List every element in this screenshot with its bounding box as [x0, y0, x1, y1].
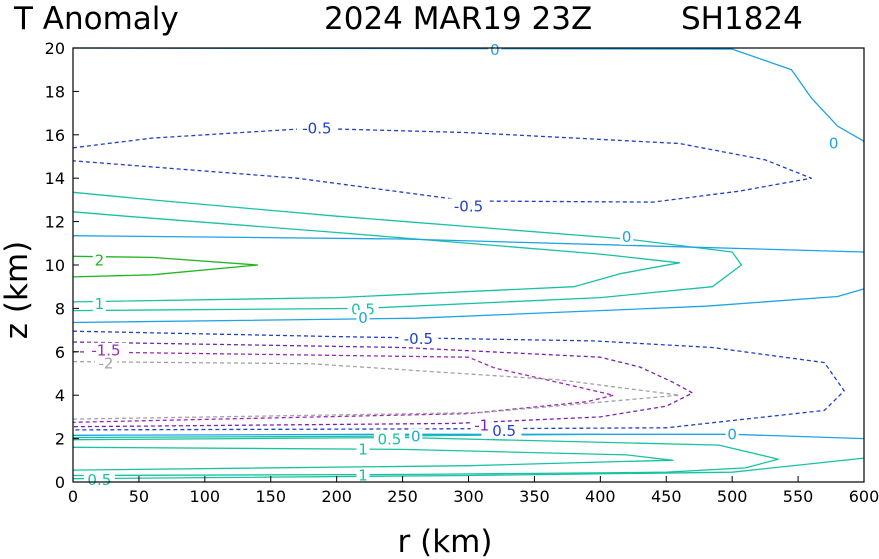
contour-tm05-upper: [72, 127, 812, 203]
contour-label-bg: [827, 135, 841, 152]
contour-label-bg: [470, 417, 493, 434]
contour-label-bg: [347, 301, 379, 318]
contour-label-bg: [488, 42, 502, 59]
contour-label-bg: [356, 441, 370, 458]
x-tick-label: 250: [387, 487, 418, 506]
contour-tm1: [72, 341, 694, 428]
contour-label: 0: [727, 425, 737, 443]
contour-t0-top: [72, 47, 865, 142]
x-tick-label: 100: [190, 487, 221, 506]
y-tick-label: 14: [45, 169, 65, 188]
y-tick-label: 4: [55, 386, 65, 405]
contour-label: -0.5: [404, 330, 433, 348]
contour-label: 0: [490, 41, 500, 59]
chart-title-storm: SH1824: [681, 1, 803, 37]
contour-label: 1: [358, 440, 368, 458]
x-axis-ticks: 0 50 100 150 200 250 300 350 400 450 500 550 600: [68, 476, 879, 506]
contour-t2: [72, 255, 259, 278]
y-tick-label: 2: [55, 430, 65, 449]
contour-label-bg: [92, 252, 106, 269]
contour-label-bg: [296, 120, 337, 137]
y-axis-ticks: 0 2 4 6 8 10 12 14 16 18 20: [45, 39, 79, 492]
contour-labels: 21 0.50000-0.5-0.5-0.5-0.5-1-1.5-20.50.51…: [83, 41, 841, 489]
x-axis-label: r (km): [398, 524, 493, 559]
contour-t1-lower: [72, 436, 779, 477]
x-tick-label: 200: [321, 487, 352, 506]
contour-label: 2: [95, 252, 105, 270]
y-tick-label: 20: [45, 39, 65, 58]
plot-frame: [72, 47, 865, 483]
contour-label-bg: [398, 330, 439, 347]
contour-label: 1: [358, 466, 368, 484]
x-tick-label: 500: [717, 487, 748, 506]
contour-t0-lower: [72, 433, 865, 440]
contour-t1-upper: [72, 211, 681, 303]
contour-label-bg: [85, 342, 126, 359]
contour-label-bg: [356, 310, 370, 327]
contour-label: 0: [622, 228, 632, 246]
x-tick-label: 150: [255, 487, 286, 506]
x-tick-label: 450: [651, 487, 682, 506]
contour-tm05-lower: [72, 330, 845, 431]
contour-label: -1: [474, 417, 489, 435]
contour-label-bg: [356, 467, 370, 484]
contour-label-bg: [94, 355, 117, 372]
contour-label: 0: [411, 427, 421, 445]
contour-label: -0.5: [487, 422, 516, 440]
contour-label: -0.5: [302, 119, 331, 137]
contour-t0-mid: [72, 235, 865, 253]
contour-tm15: [72, 351, 615, 423]
y-tick-label: 18: [45, 82, 65, 101]
contour-label-bg: [83, 471, 115, 488]
y-axis-label: z (km): [0, 241, 35, 339]
x-tick-label: 350: [519, 487, 550, 506]
contour-label-bg: [448, 198, 489, 215]
contour-label: 0.5: [377, 431, 401, 449]
chart-title-field: T Anomaly: [13, 1, 179, 37]
x-tick-label: 550: [783, 487, 814, 506]
contour-tm2: [72, 360, 681, 420]
x-tick-label: 400: [585, 487, 616, 506]
contour-label-bg: [725, 426, 739, 443]
contour-label-bg: [92, 296, 106, 313]
contour-t0-mid: [72, 288, 865, 324]
y-tick-label: 12: [45, 213, 65, 232]
contour-label-bg: [373, 431, 405, 448]
y-tick-label: 0: [55, 473, 65, 492]
y-tick-label: 10: [45, 256, 65, 275]
x-tick-label: 600: [849, 487, 879, 506]
contour-lines: [72, 47, 865, 480]
x-tick-label: 50: [129, 487, 149, 506]
contour-label: 1: [95, 295, 105, 313]
contour-label-bg: [620, 228, 634, 245]
x-tick-label: 0: [68, 487, 78, 506]
y-tick-label: 8: [55, 299, 65, 318]
x-tick-label: 300: [453, 487, 484, 506]
contour-label: 0: [358, 309, 368, 327]
contour-label: -0.5: [454, 197, 483, 215]
contour-label: 0: [829, 134, 839, 152]
contour-label-bg: [409, 428, 423, 445]
contour-label: 0.5: [87, 471, 111, 489]
contour-t05-upper: [72, 191, 743, 312]
y-tick-label: 16: [45, 126, 65, 145]
chart-title-datetime: 2024 MAR19 23Z: [324, 1, 592, 37]
contour-t1-lower: [72, 446, 674, 471]
y-tick-label: 6: [55, 343, 65, 362]
contour-label: -1.5: [91, 342, 120, 360]
contour-label: -2: [98, 355, 113, 373]
